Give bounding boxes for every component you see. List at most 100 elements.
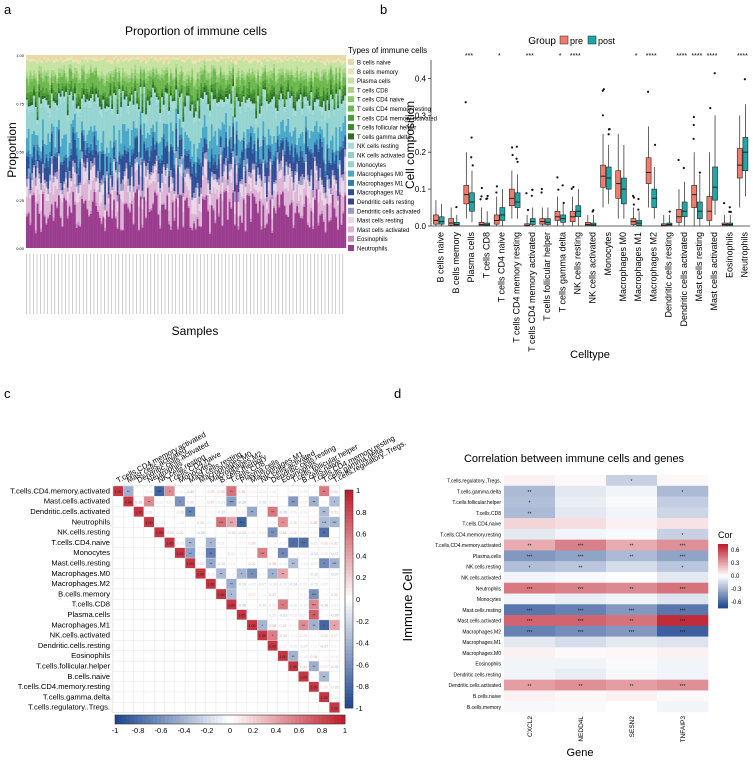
c-empty-cell	[287, 671, 299, 682]
a-xtick-label	[331, 254, 333, 314]
a-bar-segment	[328, 148, 331, 161]
a-bar-segment	[26, 156, 28, 177]
b-outlier	[723, 202, 726, 205]
a-bar-segment	[303, 91, 306, 97]
a-bar-segment	[280, 139, 283, 143]
a-bar-segment	[68, 92, 71, 95]
c-cell-label: -0.23	[176, 542, 184, 546]
a-bar-segment	[324, 120, 327, 122]
a-bar-segment	[159, 96, 162, 103]
a-bar-segment	[54, 62, 57, 73]
a-bar-segment	[342, 210, 345, 214]
a-bar-segment	[50, 82, 53, 85]
b-outlier	[572, 185, 575, 189]
a-bar-segment	[166, 97, 169, 100]
a-bar-segment	[104, 210, 107, 219]
a-bar-segment	[305, 162, 308, 182]
a-bar-segment	[335, 177, 338, 181]
a-bar-segment	[26, 196, 28, 214]
a-bar-segment	[61, 161, 64, 165]
a-bar-segment	[52, 55, 55, 61]
a-bar-segment	[145, 55, 148, 62]
a-bar-segment	[118, 155, 121, 163]
a-bar-segment	[330, 84, 332, 90]
a-bar-segment	[109, 140, 112, 158]
c-cell-label: *	[293, 542, 295, 546]
a-bar-segment	[241, 77, 244, 91]
a-bar-segment	[50, 123, 53, 132]
a-bar-segment	[315, 107, 318, 122]
a-bar-segment	[47, 167, 50, 187]
c-empty-cell	[195, 588, 206, 600]
b-outlier	[692, 115, 695, 119]
a-bar-segment	[180, 87, 183, 93]
a-xtick-label	[193, 254, 194, 314]
a-bar-segment	[166, 70, 169, 73]
c-empty-cell	[112, 691, 124, 703]
a-bar-segment	[319, 106, 322, 111]
c-empty-cell	[184, 609, 196, 621]
a-bar-segment	[317, 202, 320, 223]
a-bar-segment	[136, 186, 139, 190]
a-bar-segment	[77, 96, 80, 103]
a-bar-segment	[250, 63, 252, 73]
a-bar-segment	[97, 55, 100, 61]
c-empty-cell	[133, 650, 145, 662]
a-bar-segment	[266, 224, 268, 248]
a-bar-segment	[218, 213, 220, 217]
a-bar-segment	[205, 77, 208, 80]
a-bar-segment	[154, 84, 156, 87]
a-bar-segment	[333, 74, 336, 80]
c-row-label: T.cells.CD4.memory.resting	[18, 682, 110, 691]
a-bar-segment	[40, 103, 43, 108]
a-bar-segment	[81, 94, 84, 96]
a-bar-segment	[63, 179, 66, 182]
a-bar-segment	[221, 99, 224, 108]
a-bar-segment	[70, 91, 73, 96]
a-bar-segment	[317, 71, 320, 74]
a-bar-segment	[266, 74, 268, 80]
a-bar-segment	[344, 60, 347, 62]
a-bar-segment	[292, 94, 295, 102]
a-bar-segment	[326, 105, 329, 123]
a-bar-segment	[166, 167, 169, 177]
a-bar-segment	[173, 55, 176, 58]
a-bar-segment	[312, 86, 315, 98]
c-cell-label: -0.14	[207, 521, 215, 525]
c-cell-label: 0.37	[207, 500, 214, 504]
a-bar-segment	[109, 72, 112, 76]
a-bar-segment	[138, 73, 140, 79]
c-cell-label: 0.23	[321, 552, 328, 556]
a-bar-segment	[42, 87, 44, 94]
a-bar-segment	[59, 182, 62, 191]
a-bar-segment	[123, 104, 126, 124]
a-bar-segment	[285, 125, 288, 137]
c-cell-label: -0.39	[196, 531, 204, 535]
a-bar-segment	[138, 106, 140, 110]
a-bar-segment	[91, 163, 94, 167]
a-bar-segment	[203, 158, 206, 175]
a-bar-segment	[205, 100, 208, 102]
a-bar-segment	[283, 206, 286, 248]
c-colorbar-step	[161, 715, 166, 724]
a-bar-segment	[212, 170, 215, 174]
a-legend-label: Macrophages M1	[357, 181, 404, 187]
a-bar-segment	[212, 99, 215, 107]
a-bar-segment	[314, 107, 316, 126]
a-bar-segment	[294, 147, 297, 170]
a-bar-segment	[292, 201, 295, 225]
a-bar-segment	[43, 75, 46, 82]
a-bar-segment	[109, 70, 112, 73]
a-bar-segment	[210, 96, 213, 99]
a-bar-segment	[127, 185, 130, 193]
a-bar-segment	[116, 180, 119, 192]
a-bar-segment	[242, 160, 245, 168]
a-bar-segment	[173, 220, 176, 248]
a-bar-segment	[200, 94, 203, 98]
a-bar-segment	[56, 179, 59, 189]
a-bar-segment	[86, 93, 89, 100]
a-bar-segment	[97, 189, 100, 210]
a-bar-segment	[136, 97, 139, 101]
a-bar-segment	[171, 98, 174, 102]
a-bar-segment	[61, 60, 64, 64]
